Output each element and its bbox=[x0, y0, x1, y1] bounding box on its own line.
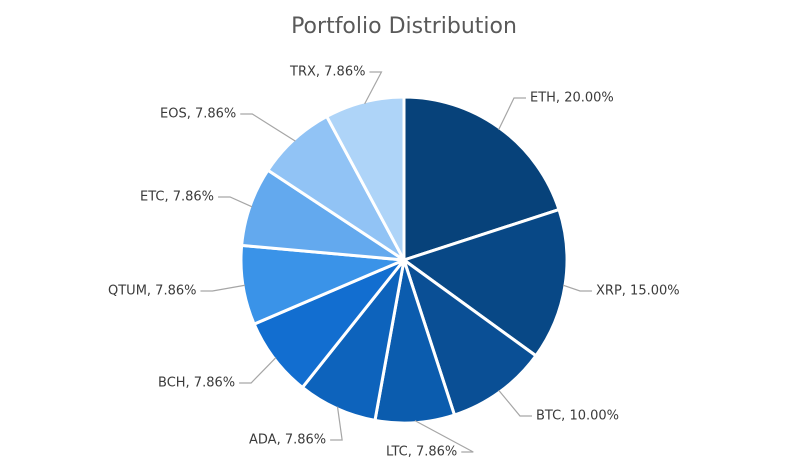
chart-title: Portfolio Distribution bbox=[291, 14, 517, 39]
leader-line-btc bbox=[498, 389, 532, 417]
data-label-xrp: XRP, 15.00% bbox=[596, 284, 680, 299]
data-label-trx: TRX, 7.86% bbox=[289, 65, 365, 80]
leader-line-xrp bbox=[562, 284, 592, 292]
data-label-qtum: QTUM, 7.86% bbox=[108, 284, 196, 299]
data-label-ada: ADA, 7.86% bbox=[249, 433, 326, 448]
pie-slice-trx bbox=[325, 95, 406, 262]
data-label-ltc: LTC, 7.86% bbox=[386, 445, 457, 460]
pie-slices bbox=[239, 95, 569, 425]
leader-line-ltc bbox=[414, 420, 474, 453]
data-label-etc: ETC, 7.86% bbox=[140, 190, 214, 205]
leader-line-trx bbox=[364, 71, 383, 105]
pie-labels: ETH, 20.00% XRP, 15.00% BTC, 10.00% LTC, 7.… bbox=[108, 65, 680, 460]
data-label-eth: ETH, 20.00% bbox=[530, 91, 614, 106]
data-label-bch: BCH, 7.86% bbox=[158, 376, 235, 391]
leader-line-etc bbox=[218, 196, 253, 208]
leader-line-eth bbox=[498, 97, 526, 130]
data-label-eos: EOS, 7.86% bbox=[160, 107, 236, 122]
leader-line-qtum bbox=[200, 284, 246, 292]
leader-line-eos bbox=[240, 113, 296, 142]
data-label-btc: BTC, 10.00% bbox=[536, 409, 619, 424]
leader-line-ada bbox=[330, 406, 343, 441]
leader-line-bch bbox=[239, 357, 277, 384]
